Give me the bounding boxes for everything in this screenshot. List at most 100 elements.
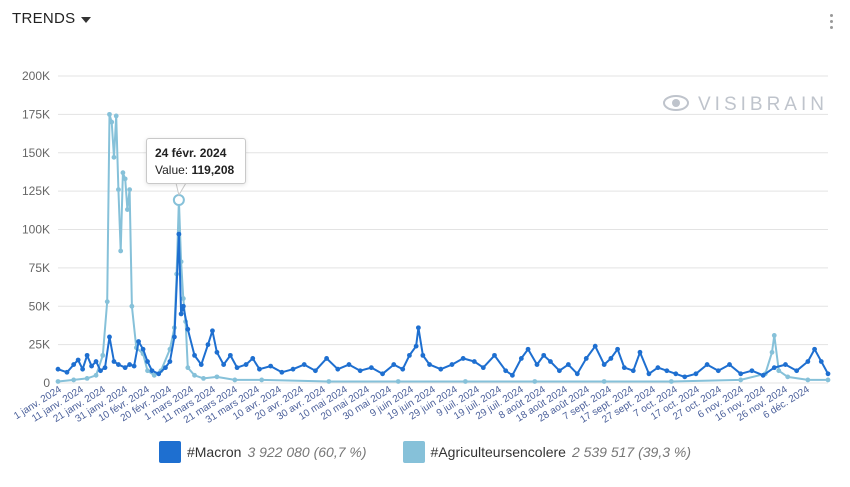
- y-tick-label: 175K: [22, 107, 50, 121]
- series-layer: [55, 111, 831, 384]
- data-point: [243, 362, 249, 367]
- data-point: [250, 356, 256, 361]
- data-point: [185, 326, 191, 332]
- data-point: [71, 377, 77, 383]
- data-point: [122, 176, 128, 182]
- legend-swatch-agriculteurs: [402, 441, 425, 463]
- data-point: [565, 362, 571, 367]
- data-point: [805, 377, 811, 383]
- data-point: [113, 113, 119, 119]
- data-point: [131, 363, 137, 369]
- data-point: [279, 369, 285, 375]
- data-point: [601, 379, 607, 384]
- data-point: [111, 359, 117, 364]
- data-point: [615, 346, 620, 352]
- data-point: [646, 371, 652, 377]
- data-point: [180, 303, 186, 309]
- more-options-icon[interactable]: [828, 14, 834, 34]
- y-tick-label: 150K: [22, 146, 50, 160]
- data-point: [178, 311, 184, 317]
- data-point: [407, 352, 412, 358]
- data-point: [214, 349, 220, 355]
- series-line: [57, 233, 829, 378]
- data-point: [664, 368, 670, 374]
- data-point: [257, 366, 262, 372]
- data-point: [151, 372, 157, 378]
- data-point: [357, 368, 363, 374]
- data-point: [812, 346, 817, 352]
- data-point: [738, 371, 744, 377]
- data-point: [227, 352, 233, 358]
- data-point: [100, 352, 106, 358]
- data-point: [84, 375, 90, 381]
- data-point: [525, 346, 531, 352]
- data-point: [825, 371, 831, 377]
- data-point: [368, 365, 374, 371]
- trends-header[interactable]: TRENDS: [12, 10, 92, 27]
- data-point: [124, 207, 130, 212]
- data-point: [462, 379, 468, 384]
- data-point: [201, 375, 206, 381]
- data-point: [693, 371, 699, 377]
- data-point: [608, 356, 614, 361]
- caret-down-icon[interactable]: [81, 16, 92, 23]
- data-point: [574, 371, 580, 377]
- data-point: [727, 362, 732, 367]
- legend-item-macron[interactable]: #Macron 3 922 080 (60,7 %): [158, 441, 367, 463]
- legend-total-macron: 3 922 080 (60,7 %): [247, 444, 367, 460]
- data-point: [205, 342, 211, 348]
- legend-swatch-macron: [158, 441, 181, 463]
- page-title: TRENDS: [12, 10, 76, 27]
- highlight-marker: [172, 194, 185, 207]
- data-point: [140, 346, 146, 352]
- data-point: [776, 368, 782, 374]
- data-point: [449, 362, 455, 367]
- data-point: [84, 352, 90, 358]
- data-point: [413, 343, 419, 349]
- data-point: [104, 299, 110, 305]
- data-point: [107, 111, 112, 117]
- data-point: [75, 357, 81, 363]
- data-point: [116, 187, 121, 192]
- data-point: [460, 356, 466, 361]
- tooltip-value-label: Value:: [155, 163, 189, 177]
- data-point: [198, 362, 204, 367]
- data-point: [192, 352, 197, 358]
- legend-total-agriculteurs: 2 539 517 (39,3 %): [571, 444, 692, 460]
- tooltip: 24 févr. 2024 Value: 119,208: [146, 138, 246, 184]
- data-point: [655, 365, 661, 371]
- visibrain-watermark: VISIBRAIN: [663, 94, 824, 115]
- data-point: [55, 366, 61, 372]
- data-point: [592, 343, 598, 349]
- data-point: [783, 362, 788, 367]
- data-point: [771, 333, 777, 338]
- data-point: [98, 368, 103, 374]
- data-point: [601, 362, 607, 367]
- data-point: [313, 368, 318, 374]
- data-point: [480, 365, 486, 371]
- eye-icon: [663, 95, 689, 111]
- data-point: [127, 187, 133, 192]
- data-point: [89, 363, 94, 369]
- data-point: [532, 379, 538, 384]
- tooltip-pointer: [172, 182, 187, 207]
- legend-item-agriculteurs[interactable]: #Agriculteursencolere 2 539 517 (39,3 %): [402, 441, 692, 463]
- y-tick-label: 0: [43, 376, 50, 390]
- data-point: [541, 352, 547, 358]
- data-point: [760, 372, 766, 378]
- data-point: [738, 377, 744, 383]
- data-point: [380, 371, 385, 377]
- data-point: [290, 366, 296, 372]
- data-point: [118, 248, 124, 254]
- data-point: [111, 154, 117, 160]
- legend-name-agriculteurs: #Agriculteursencolere: [430, 444, 566, 460]
- data-point: [232, 377, 238, 383]
- tooltip-arrow: [175, 182, 187, 197]
- data-point: [749, 368, 755, 374]
- data-point: [185, 365, 191, 371]
- data-point: [391, 362, 397, 367]
- data-point: [668, 379, 674, 384]
- data-point: [149, 368, 155, 374]
- data-point: [71, 362, 77, 367]
